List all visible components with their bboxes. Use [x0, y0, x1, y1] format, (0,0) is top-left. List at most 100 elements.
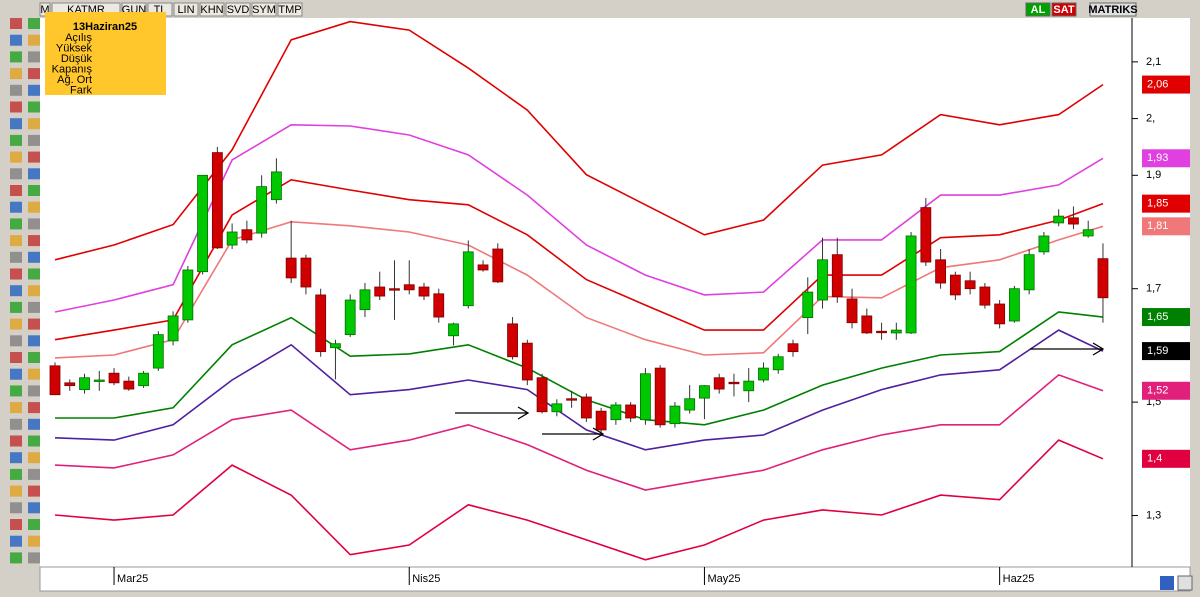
candle-body: [595, 410, 607, 431]
tool-icon[interactable]: [28, 101, 40, 113]
tool-icon[interactable]: [10, 84, 22, 96]
candle-body: [1038, 235, 1050, 253]
tool-icon[interactable]: [28, 68, 40, 80]
candle-body: [241, 229, 253, 241]
tool-icon[interactable]: [28, 18, 40, 29]
indicator-line: [54, 373, 1104, 491]
y-tick-label: 1,7: [1146, 283, 1161, 295]
candle-body: [625, 404, 637, 419]
value-badge-label: 1,65: [1147, 311, 1168, 323]
toolbar-button[interactable]: [225, 2, 251, 17]
x-tick-label: Nis25: [412, 573, 440, 585]
candle-body: [49, 365, 61, 396]
tool-icon[interactable]: [10, 452, 22, 464]
tool-icon[interactable]: [10, 535, 22, 547]
toolbar-button[interactable]: [277, 2, 303, 17]
tool-icon[interactable]: [28, 251, 40, 263]
tool-icon[interactable]: [28, 268, 40, 280]
tool-icon[interactable]: [10, 502, 22, 514]
tool-icon[interactable]: [10, 468, 22, 480]
toolbar-button[interactable]: [173, 2, 199, 17]
tool-icon[interactable]: [10, 168, 22, 180]
candle-body: [359, 289, 371, 311]
tool-icon[interactable]: [10, 485, 22, 497]
tool-icon[interactable]: [28, 185, 40, 196]
tool-icon[interactable]: [28, 285, 40, 297]
nav-icon[interactable]: [1160, 576, 1174, 590]
tool-icon[interactable]: [10, 101, 22, 113]
toolbar-button[interactable]: [1025, 2, 1051, 17]
tool-icon[interactable]: [28, 218, 40, 230]
tool-icon[interactable]: [28, 435, 40, 447]
tool-icon[interactable]: [10, 218, 22, 230]
tool-icon[interactable]: [10, 51, 22, 63]
candle-body: [654, 367, 666, 426]
y-tick-label: 2,1: [1146, 56, 1161, 68]
tool-icon[interactable]: [10, 519, 22, 530]
tool-icon[interactable]: [10, 118, 22, 130]
toolbar-button[interactable]: [199, 2, 225, 17]
candle-body: [920, 207, 932, 263]
tool-icon[interactable]: [10, 301, 22, 313]
toolbar-button[interactable]: [251, 2, 277, 17]
tool-icon[interactable]: [10, 335, 22, 347]
tool-icon[interactable]: [10, 385, 22, 397]
tool-icon[interactable]: [28, 502, 40, 514]
candle-body: [580, 396, 592, 419]
candle-body: [433, 293, 445, 318]
tool-icon[interactable]: [28, 485, 40, 497]
tool-icon[interactable]: [28, 519, 40, 530]
tool-icon[interactable]: [28, 552, 40, 564]
tool-icon[interactable]: [10, 251, 22, 263]
tool-icon[interactable]: [28, 118, 40, 130]
tool-icon[interactable]: [28, 385, 40, 397]
tool-icon[interactable]: [28, 168, 40, 180]
tool-icon[interactable]: [10, 402, 22, 414]
tool-icon[interactable]: [10, 318, 22, 330]
info-title: 13Haziran25: [73, 21, 137, 33]
value-badge: [1142, 194, 1190, 213]
tool-icon[interactable]: [10, 18, 22, 29]
tool-icon[interactable]: [10, 185, 22, 196]
tool-icon[interactable]: [10, 134, 22, 146]
tool-icon[interactable]: [28, 235, 40, 247]
tool-icon[interactable]: [10, 68, 22, 80]
tool-icon[interactable]: [28, 84, 40, 96]
tool-icon[interactable]: [10, 435, 22, 447]
candle-body: [787, 343, 799, 353]
tool-icon[interactable]: [28, 318, 40, 330]
tool-icon[interactable]: [28, 368, 40, 380]
candle-body: [699, 385, 710, 399]
tool-icon[interactable]: [10, 368, 22, 380]
tool-icon[interactable]: [10, 235, 22, 247]
x-tick-label: May25: [707, 573, 740, 585]
tool-icon[interactable]: [10, 418, 22, 430]
tool-icon[interactable]: [10, 34, 22, 46]
tool-icon[interactable]: [28, 201, 40, 213]
tool-icon[interactable]: [28, 402, 40, 414]
tool-icon[interactable]: [28, 134, 40, 146]
info-box: [45, 12, 166, 95]
candle-body: [521, 342, 533, 381]
tool-icon[interactable]: [28, 301, 40, 313]
tool-icon[interactable]: [28, 418, 40, 430]
tool-icon[interactable]: [10, 151, 22, 163]
tool-icon[interactable]: [28, 151, 40, 163]
candle-body: [64, 382, 76, 387]
tool-icon[interactable]: [28, 468, 40, 480]
tool-icon[interactable]: [10, 285, 22, 297]
toolbar-button[interactable]: [1089, 2, 1137, 17]
tool-icon[interactable]: [10, 201, 22, 213]
tool-icon[interactable]: [28, 335, 40, 347]
tool-icon[interactable]: [10, 552, 22, 564]
tool-icon[interactable]: [28, 51, 40, 63]
tool-icon[interactable]: [28, 352, 40, 363]
toolbar-button[interactable]: [1051, 2, 1077, 17]
nav-icon[interactable]: [1177, 575, 1193, 591]
tool-icon[interactable]: [10, 352, 22, 363]
tool-icon[interactable]: [28, 34, 40, 46]
tool-icon[interactable]: [10, 268, 22, 280]
value-badge: [1142, 342, 1190, 361]
tool-icon[interactable]: [28, 452, 40, 464]
tool-icon[interactable]: [28, 535, 40, 547]
